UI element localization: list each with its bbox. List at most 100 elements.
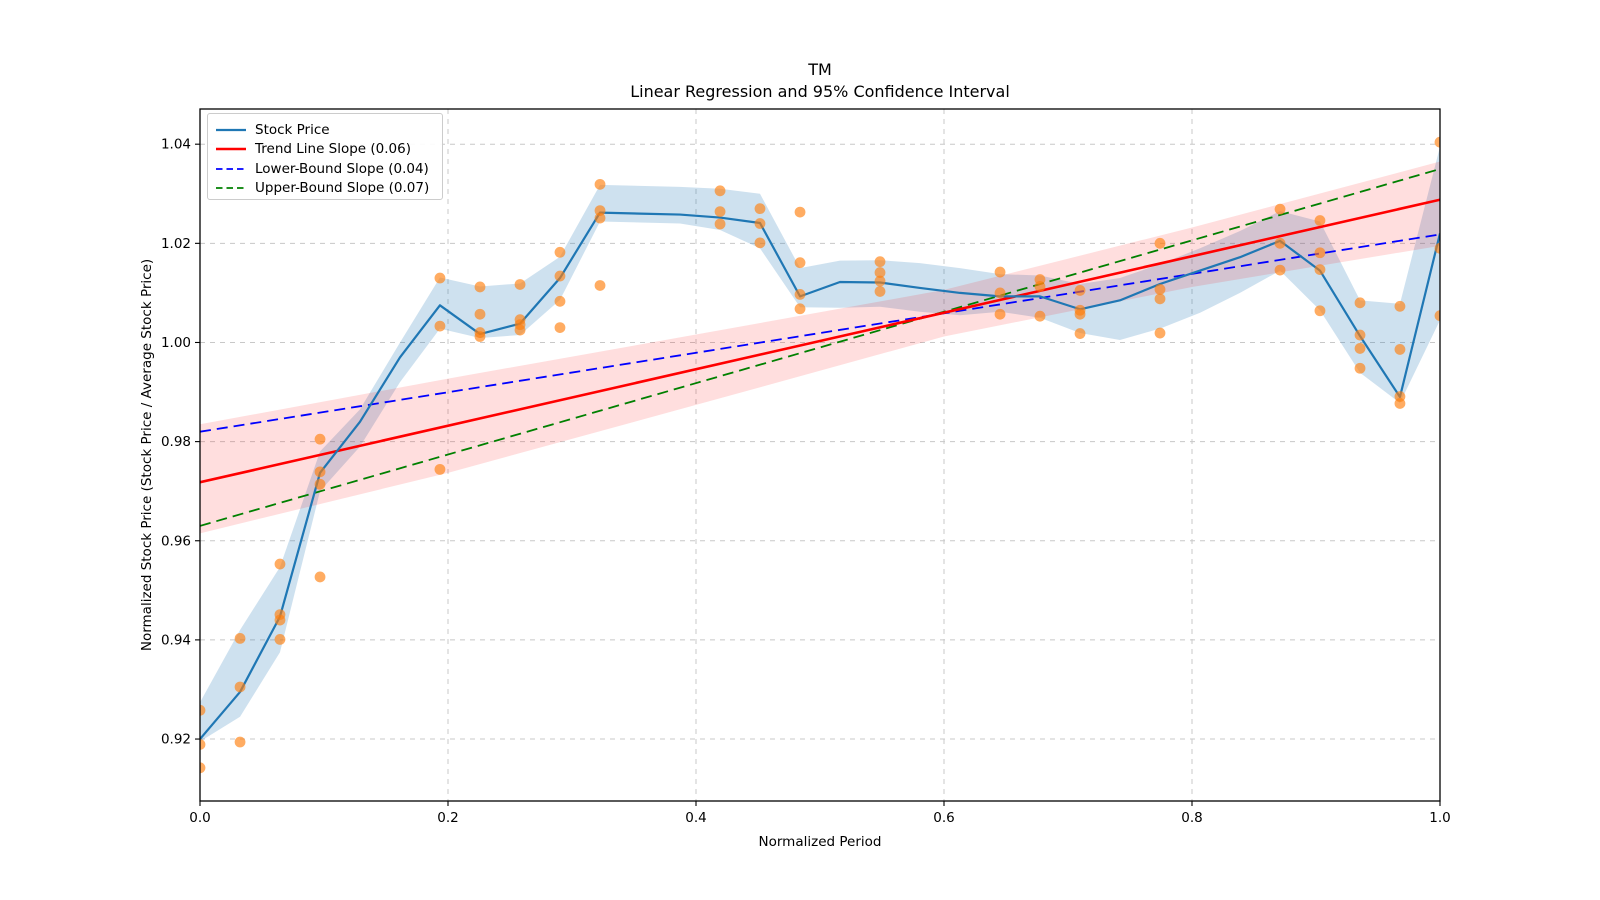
scatter-point [1354,297,1366,309]
scatter-point [1354,329,1366,341]
scatter-point [1314,215,1326,226]
scatter-point [754,237,766,249]
legend-label: Upper-Bound Slope (0.07) [255,180,430,197]
legend-item: Trend Line Slope (0.06) [216,140,434,160]
scatter-point [594,212,606,224]
y-tick-label: 0.98 [161,434,191,450]
scatter-point [200,739,206,750]
scatter-point [200,704,206,716]
scatter-point [1394,344,1406,355]
scatter-point [200,762,206,774]
scatter-point [1354,362,1366,374]
scatter-point [434,463,446,475]
trend-line-slope-0-06 [200,198,1440,484]
scatter-point [1074,328,1086,339]
figure-subtitle: Linear Regression and 95% Confidence Int… [630,82,1010,101]
scatter-point [754,218,766,229]
legend-item: Stock Price [216,120,434,140]
scatter-point [314,466,326,478]
scatter-point [1314,264,1326,276]
scatter-point [1074,308,1086,320]
scatter-point [1034,310,1046,322]
scatter-point [594,205,606,217]
legend-label: Lower-Bound Slope (0.04) [255,160,429,177]
lower-bound-slope-0-04 [200,233,1440,433]
scatter-point [874,286,886,297]
y-tick-label: 0.96 [161,533,191,549]
scatter-point [1434,136,1440,148]
x-tick-label: 0.4 [685,810,706,826]
x-axis-label: Normalized Period [758,834,882,850]
scatter-point [274,558,286,570]
legend-swatch-upper-bound-slope-0-07 [216,187,246,190]
scatter-point [474,308,486,320]
scatter-point [314,433,326,445]
scatter-point [474,281,486,293]
scatter-point [994,266,1006,278]
scatter-point [554,295,566,307]
scatter-point [434,272,446,284]
y-tick-label: 1.02 [161,236,191,252]
scatter-point [714,185,726,197]
scatter-point [794,257,806,269]
scatter-point [314,478,326,490]
scatter-point [434,320,446,332]
scatter-point [1434,242,1440,254]
scatter-point [1274,203,1286,215]
scatter-point [1154,284,1166,295]
scatter-point [1434,310,1440,322]
y-tick-label: 1.04 [161,137,191,153]
y-tick-label: 0.94 [161,632,191,648]
legend-swatch-trend-line-slope-0-06 [216,147,246,151]
scatter-point [274,634,286,645]
scatter-point [1394,398,1406,409]
scatter-point [1154,293,1166,305]
x-tick-label: 1.0 [1429,810,1450,826]
scatter-point [1274,264,1286,276]
scatter-point [1314,247,1326,259]
scatter-point [874,256,886,268]
scatter-point [234,736,246,748]
x-tick-label: 0.6 [933,810,954,826]
scatter-point [514,324,526,336]
scatter-point [1074,285,1086,296]
scatter-point [1394,300,1406,312]
scatter-point [474,331,486,342]
scatter-point [314,571,326,583]
y-tick-label: 1.00 [161,335,191,351]
scatter-point [1154,327,1166,339]
legend-swatch-lower-bound-slope-0-04 [216,167,246,170]
legend-swatch-stock-price [216,128,246,131]
95-confidence-band [200,161,1440,534]
scatter-point [794,288,806,300]
legend-label: Trend Line Slope (0.06) [255,141,412,158]
stock-price [200,211,1440,740]
scatter-point [1354,343,1366,354]
scatter-point [994,287,1006,299]
scatter-point [234,681,246,693]
scatter-point [554,246,566,258]
scatter-point [234,633,246,644]
scatter-point [714,218,726,230]
scatter-point [1034,281,1046,292]
scatter-point [1154,237,1166,249]
legend-label: Stock Price [255,121,330,138]
legend-item: Upper-Bound Slope (0.07) [216,179,434,199]
scatter-point [994,308,1006,320]
legend: Stock Price Trend Line Slope (0.06) Lower-… [207,113,443,200]
scatter-point [754,203,766,215]
scatter-point [554,322,566,334]
x-tick-label: 0.8 [1181,810,1202,826]
scatter-point [874,267,886,278]
figure-title: TM [808,60,832,79]
scatter-point [794,206,806,218]
scatter-point [274,614,286,626]
scatter-point [794,303,806,315]
upper-bound-slope-0-07 [200,168,1440,527]
scatter-point [714,206,726,218]
x-tick-label: 0.0 [189,810,210,826]
plot-area [200,136,1440,774]
scatter-point [1314,305,1326,317]
